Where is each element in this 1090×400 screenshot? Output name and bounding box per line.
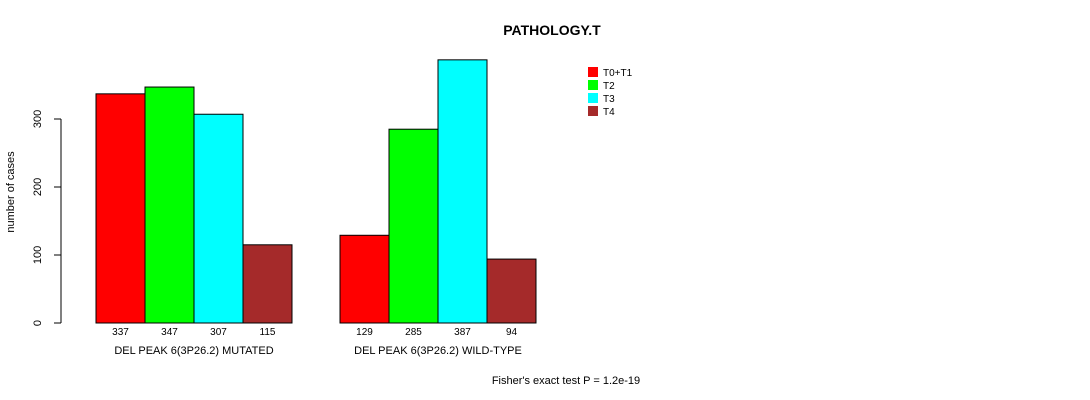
bar-value-label: 337	[112, 327, 129, 338]
fisher-test-annotation: Fisher's exact test P = 1.2e-19	[492, 375, 640, 387]
bars	[95, 59, 537, 324]
y-tick-label: 300	[32, 110, 44, 128]
legend-swatch	[588, 93, 598, 103]
y-tick-label: 200	[32, 178, 44, 196]
bar-value-label: 347	[161, 327, 178, 338]
legend-entry: T3	[603, 94, 615, 105]
legend-entry: T4	[603, 107, 615, 118]
group-label: DEL PEAK 6(3P26.2) WILD-TYPE	[354, 345, 522, 357]
y-axis-label: number of cases	[5, 151, 17, 233]
legend-swatch	[588, 106, 598, 116]
bar-value-label: 285	[405, 327, 422, 338]
legend-swatch	[588, 80, 598, 90]
chart-title: PATHOLOGY.T	[503, 22, 601, 38]
bar	[486, 258, 537, 324]
bar-value-label: 129	[356, 327, 373, 338]
bar-value-label: 94	[506, 327, 518, 338]
bar-value-label: 115	[260, 327, 276, 338]
bar	[242, 244, 293, 324]
bar-value-label: 307	[210, 327, 227, 338]
bar	[193, 113, 244, 324]
bar-value-labels: 337 347 307 115 129 285 387 94	[112, 327, 517, 338]
bar	[339, 234, 390, 324]
bar	[144, 86, 195, 324]
y-axis: 0 100 200 300	[32, 110, 62, 326]
legend-swatch	[588, 67, 598, 77]
y-tick-label: 100	[32, 246, 44, 264]
legend: T0+T1 T2 T3 T4	[588, 67, 633, 118]
bar-value-label: 387	[454, 327, 471, 338]
group-label: DEL PEAK 6(3P26.2) MUTATED	[114, 345, 273, 357]
y-tick-label: 0	[32, 320, 44, 326]
legend-entry: T0+T1	[603, 68, 633, 79]
bar	[437, 59, 488, 324]
group-labels: DEL PEAK 6(3P26.2) MUTATED DEL PEAK 6(3P2…	[114, 345, 522, 357]
bar	[388, 128, 439, 324]
legend-entry: T2	[603, 81, 615, 92]
bar	[95, 93, 146, 324]
